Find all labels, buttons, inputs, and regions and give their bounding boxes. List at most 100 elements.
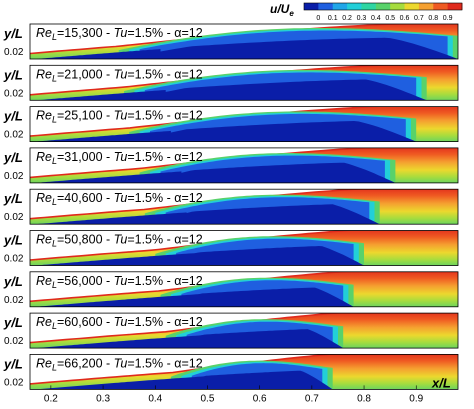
- x-tick-label: 0.2: [44, 393, 58, 404]
- y-tick-label: 0.02: [4, 377, 24, 388]
- x-axis-label: x/L: [431, 375, 451, 390]
- y-tick-label: 0.02: [4, 254, 24, 265]
- colorbar-swatch-8: [418, 3, 434, 10]
- panel-frame: [29, 147, 459, 184]
- contour-field: [30, 106, 458, 142]
- panel-title: ReL=66,200 - Tu=1.5% - α=12: [36, 356, 203, 372]
- y-axis-label: y/L: [3, 315, 23, 330]
- x-tick-label: 0.6: [253, 393, 267, 404]
- y-axis-label: y/L: [3, 67, 23, 82]
- panel-title: ReL=40,600 - Tu=1.5% - α=12: [36, 191, 203, 207]
- near-wall-region: [36, 212, 187, 225]
- y-axis-label: y/L: [3, 356, 23, 371]
- y-tick-label: 0.02: [4, 88, 24, 99]
- colorbar-swatch-4: [361, 3, 377, 10]
- colorbar-tick-label: 0.4: [371, 15, 381, 22]
- panel-title: ReL=21,000 - Tu=1.5% - α=12: [36, 67, 203, 83]
- x-tick-label: 0.8: [357, 393, 371, 404]
- colorbar-tick-label: 0.1: [328, 15, 338, 22]
- contour-panels: y/L 0.02 ReL=15,300 - Tu=1.5% - α=12 y/L 0.0…: [3, 23, 459, 390]
- y-tick-label: 0.02: [4, 171, 24, 182]
- contour-field: [30, 271, 458, 307]
- colorbar-tick-label: 0.9: [443, 15, 453, 22]
- colorbar-title: u/Ue: [270, 2, 294, 18]
- colorbar-tick-label: 0.2: [342, 15, 352, 22]
- contour-panel: y/L 0.02 ReL=50,800 - Tu=1.5% - α=12: [3, 230, 459, 266]
- near-wall-region: [35, 90, 166, 101]
- panel-title: ReL=25,100 - Tu=1.5% - α=12: [36, 109, 203, 125]
- x-tick-label: 0.3: [96, 393, 110, 404]
- contour-field: [30, 230, 458, 266]
- y-axis-label: y/L: [3, 109, 23, 124]
- near-wall-region: [36, 171, 182, 183]
- panel-frame: [29, 230, 459, 266]
- panel-frame: [29, 353, 459, 390]
- contour-panel: y/L 0.02 ReL=60,600 - Tu=1.5% - α=12: [3, 312, 459, 349]
- contour-field: [30, 189, 458, 225]
- y-tick-label: 0.02: [4, 336, 24, 347]
- panel-frame: [29, 312, 459, 349]
- panel-title: ReL=50,800 - Tu=1.5% - α=12: [36, 233, 203, 249]
- colorbar-tick-label: 0.3: [357, 15, 367, 22]
- y-tick-label: 0.02: [4, 295, 24, 306]
- x-tick-label: 0.4: [148, 393, 162, 404]
- colorbar-frame: [303, 2, 463, 11]
- colorbar-swatch-9: [433, 3, 449, 10]
- colorbar-tick-label: 0.7: [414, 15, 424, 22]
- separation-region: [160, 287, 354, 307]
- separation-region: [129, 121, 417, 142]
- panel-frame: [29, 106, 459, 142]
- near-wall-region: [36, 49, 161, 59]
- contour-field: [30, 24, 458, 59]
- x-tick-label: 0.9: [409, 393, 423, 404]
- x-tick-label: 0.7: [305, 393, 319, 404]
- y-axis-label: y/L: [3, 26, 23, 41]
- contour-field: [30, 354, 458, 390]
- y-tick-label: 0.02: [4, 212, 24, 223]
- panel-title: ReL=15,300 - Tu=1.5% - α=12: [36, 26, 203, 42]
- near-wall-region: [35, 293, 203, 307]
- colorbar-swatch-0: [304, 3, 319, 10]
- panel-frame: [29, 271, 459, 308]
- separation-region: [139, 162, 396, 183]
- separation-region: [144, 204, 380, 225]
- contour-panel: y/L 0.02 ReL=15,300 - Tu=1.5% - α=12: [3, 23, 459, 60]
- contour-panel: y/L 0.02 ReL=56,000 - Tu=1.5% - α=12: [3, 271, 459, 308]
- colorbar-swatch-3: [347, 3, 362, 10]
- x-axis: 0.2 0.3 0.4 0.5 0.6 0.7 0.8 0.9 x/L: [44, 375, 451, 404]
- separation-region: [165, 329, 344, 349]
- separation-region: [118, 37, 458, 59]
- colorbar-swatch-5: [375, 3, 391, 10]
- near-wall-region: [35, 334, 208, 349]
- colorbar-legend: 0 0.1 0.2 0.3 0.4 0.5 0.6 0.7 0.8 0.9 u/Ue: [270, 2, 463, 22]
- contour-panel: y/L 0.02 ReL=31,000 - Tu=1.5% - α=12: [3, 147, 459, 184]
- separation-region: [124, 79, 427, 101]
- y-axis-label: y/L: [3, 191, 23, 206]
- panel-frame: [29, 23, 459, 60]
- contour-panel: y/L 0.02 ReL=66,200 - Tu=1.5% - α=12: [3, 353, 459, 390]
- x-tick-label: 0.5: [201, 393, 215, 404]
- y-tick-label: 0.02: [4, 130, 24, 141]
- panel-title: ReL=60,600 - Tu=1.5% - α=12: [36, 315, 203, 331]
- y-axis-label: y/L: [3, 274, 23, 289]
- panel-title: ReL=31,000 - Tu=1.5% - α=12: [36, 150, 203, 166]
- contour-field: [30, 65, 458, 101]
- panel-title: ReL=56,000 - Tu=1.5% - α=12: [36, 274, 203, 290]
- y-axis-label: y/L: [3, 233, 23, 248]
- panel-frame: [29, 188, 459, 225]
- y-axis-label: y/L: [3, 150, 23, 165]
- panel-frame: [29, 64, 459, 101]
- near-wall-region: [35, 253, 197, 266]
- colorbar-tick-label: 0.8: [428, 15, 438, 22]
- contour-field: [30, 147, 458, 183]
- contour-field: [30, 313, 458, 349]
- colorbar-swatch-6: [390, 3, 405, 10]
- colorbar-tick-label: 0: [316, 15, 320, 22]
- colorbar-tick-label: 0.5: [385, 15, 395, 22]
- colorbar-swatch-2: [332, 3, 348, 10]
- separation-region: [155, 246, 364, 266]
- colorbar-swatch-1: [318, 3, 334, 10]
- colorbar-swatch-7: [404, 3, 420, 10]
- contour-panel: y/L 0.02 ReL=40,600 - Tu=1.5% - α=12: [3, 188, 459, 225]
